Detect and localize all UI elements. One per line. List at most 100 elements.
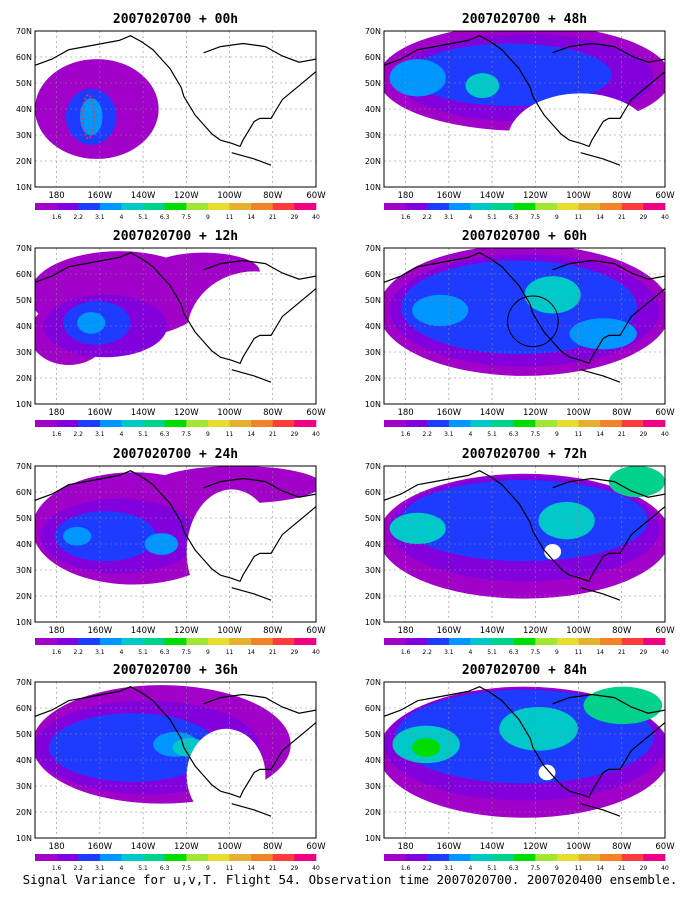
colorbar-swatch [600,203,623,210]
lon-tick-label: 180 [397,842,413,852]
colorbar-swatch [272,638,295,645]
lat-tick-label: 40N [365,540,381,549]
lat-tick-label: 30N [365,348,381,357]
colorbar-swatch [294,420,317,427]
lat-tick-label: 20N [16,374,32,383]
colorbar-swatch [251,203,274,210]
lon-tick-label: 180 [48,408,64,418]
colorbar-swatch [600,420,623,427]
lat-tick-label: 30N [16,131,32,140]
lat-tick-label: 20N [16,808,32,817]
colorbar-label: 4 [120,214,124,221]
lat-tick-label: 40N [365,322,381,331]
lon-tick-label: 80W [263,626,283,636]
colorbar-label: 4 [469,649,473,656]
colorbar-label: 14 [247,431,255,438]
colorbar-swatch [556,203,579,210]
colorbar-swatch [535,638,558,645]
coastline [384,35,665,166]
colorbar-label: 29 [640,865,648,872]
colorbar-swatch [186,638,209,645]
colorbar-label: 21 [269,865,277,872]
colorbar-swatch [384,420,406,427]
colorbar-label: 11 [575,214,583,221]
colorbar-swatch [35,638,57,645]
colorbar-label: 11 [575,431,583,438]
lat-tick-label: 10N [16,618,32,627]
colorbar-label: 21 [269,431,277,438]
lon-tick-label: 140W [131,842,156,852]
lat-tick-label: 20N [365,374,381,383]
lon-tick-label: 140W [480,626,505,636]
lon-tick-label: 120W [174,842,199,852]
colorbar-label: 40 [661,865,669,872]
colorbar-label: 5.1 [487,214,497,221]
colorbar-swatch [621,420,644,427]
colorbar-swatch [405,638,428,645]
colorbar-swatch [229,638,252,645]
lon-tick-label: 160W [88,191,113,201]
colorbar-swatch [143,638,165,645]
colorbar-label: 6.3 [160,649,170,656]
colorbar-label: 5.1 [487,649,497,656]
colorbar-label: 40 [661,431,669,438]
map-panel: 2007020700 + 24h 10N 20N 30N 40N 50N 60N 70N 180… [16,447,326,656]
colorbar-swatch [272,854,295,861]
colorbar-label: 1.6 [401,214,411,221]
colorbar-swatch [229,420,252,427]
colorbar-label: 14 [247,214,255,221]
colorbar-label: 5.1 [487,865,497,872]
coastline [35,35,316,166]
lat-tick-label: 30N [16,566,32,575]
lon-tick-label: 120W [174,626,199,636]
lat-tick-label: 10N [16,400,32,409]
panel-title: 2007020700 + 00h [113,12,238,27]
colorbar-swatch [427,638,450,645]
colorbar-swatch [384,203,406,210]
lon-tick-label: 80W [263,408,283,418]
colorbar-label: 6.3 [509,214,519,221]
colorbar-swatch [35,420,57,427]
colorbar-swatch [164,638,187,645]
colorbar-swatch [164,203,187,210]
colorbar-swatch [448,420,471,427]
lon-tick-label: 180 [48,191,64,201]
colorbar-label: 14 [596,431,604,438]
colorbar-label: 3.1 [444,865,454,872]
colorbar-label: 1.6 [52,431,62,438]
colorbar-swatch [56,420,79,427]
lat-tick-label: 40N [365,756,381,765]
lat-tick-label: 10N [365,834,381,843]
map-frame [383,30,666,188]
colorbar-label: 3.1 [444,649,454,656]
colorbar-label: 4 [120,865,124,872]
lat-tick-label: 70N [365,462,381,471]
colorbar-label: 7.5 [182,865,192,872]
colorbar-swatch [405,203,428,210]
colorbar-label: 5.1 [487,431,497,438]
colorbar-label: 14 [247,649,255,656]
lat-tick-label: 20N [365,592,381,601]
colorbar-swatch [56,203,79,210]
colorbar-swatch [470,854,493,861]
colorbar-swatch [207,638,230,645]
lat-tick-label: 30N [365,782,381,791]
colorbar-swatch [56,854,79,861]
colorbar-label: 1.6 [401,649,411,656]
colorbar-label: 29 [291,214,299,221]
colorbar-swatch [121,203,144,210]
colorbar-swatch [78,203,101,210]
colorbar-label: 3.1 [95,649,105,656]
map-panel: 2007020700 + 12h 10N 20N 30N 40N 50N 60N 70N 180… [16,229,326,438]
lat-tick-label: 10N [365,400,381,409]
colorbar-swatch [143,203,165,210]
lon-tick-label: 120W [523,842,548,852]
colorbar-label: 11 [575,649,583,656]
map-panel: 2007020700 + 00h 10N 20N 30N 40N 50N 60N 70N 180… [16,12,326,221]
colorbar-swatch [56,638,79,645]
colorbar-swatch [78,638,101,645]
colorbar-label: 29 [291,649,299,656]
colorbar-label: 4 [469,865,473,872]
colorbar-label: 5.1 [138,214,148,221]
colorbar-swatch [35,854,57,861]
